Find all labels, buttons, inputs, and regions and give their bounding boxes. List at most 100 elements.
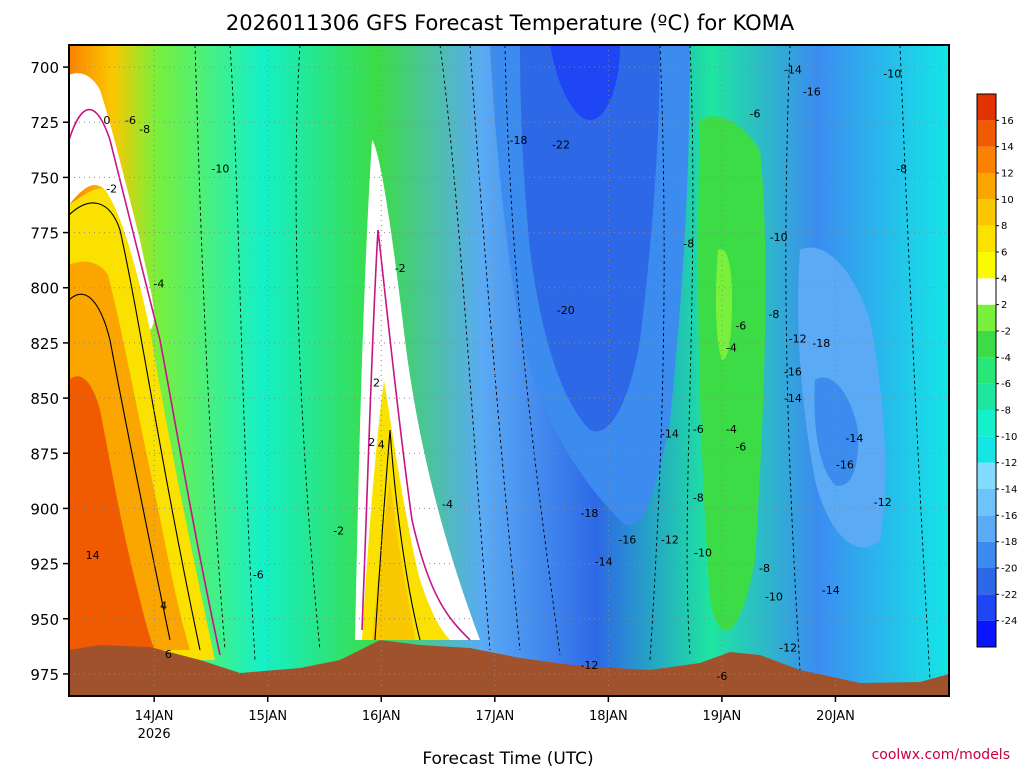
contour-label: -4 [726,341,737,354]
contour-label-text: -6 [735,319,746,332]
contour-label: -14 [784,63,802,76]
colorbar-cell [977,199,996,226]
y-tick-label: 900 [30,500,59,518]
colorbar-cell [977,620,996,647]
contour-label-text: -10 [211,163,229,176]
contour-label-text: -10 [765,591,783,604]
y-tick-label: 925 [30,556,59,574]
colorbar-cell [977,489,996,516]
contour-line [194,45,226,651]
contour-label: -10 [694,547,712,560]
terrain [69,640,949,696]
contour-line [374,429,421,641]
contour-line [439,45,491,651]
colorbar-cell [977,94,996,121]
contour-line [69,202,201,651]
contour-label-text: -10 [883,68,901,81]
contour-label-text: 2 [368,436,375,449]
contour-label-text: -18 [509,134,527,147]
contour-label-text: -6 [125,114,136,127]
y-axis: 700 725 750 775 800 825 850 875 900 925 950 975 [30,59,69,684]
contour-label: -2 [395,262,406,275]
contour-line [295,45,321,651]
contour-label-text: -12 [661,533,679,546]
contour-label-text: -20 [557,304,575,317]
freezing-line-center [361,229,471,641]
colorbar-label: -6 [1001,379,1011,390]
warm-region-deep-orange [69,376,155,650]
contour-label-text: -12 [580,659,598,672]
contour-label: -10 [770,231,788,244]
contour-label: 2 [368,436,375,449]
contour-label-text: -14 [784,63,802,76]
contour-label: -12 [779,641,797,654]
colorbar-label: 12 [1001,169,1014,180]
colorbar-label: -12 [1001,458,1017,469]
contour-label-text: -16 [784,366,802,379]
contour-label: -4 [153,277,164,290]
y-tick-label: 850 [30,390,59,408]
colorbar-cell [977,594,996,621]
contour-label-text: 0 [103,114,110,127]
contour-label: -10 [211,163,229,176]
x-tick-label: 18JAN [589,709,628,724]
plot-frame [68,44,950,697]
contour-label: -18 [509,134,527,147]
colorbar-cell [977,278,996,305]
contour-label: -14 [595,555,613,568]
contour-line [899,45,931,681]
colorbar-cell [977,410,996,437]
colorbar-frame [976,93,997,648]
x-axis-label: Forecast Time (UTC) [422,749,593,768]
contour-line [686,45,694,656]
contour-label: -8 [139,123,150,136]
y-tick-label: 950 [30,611,59,629]
contour-label: -12 [874,496,892,509]
contour-label: -6 [735,319,746,332]
contour-label: -8 [896,163,907,176]
contour-label: -16 [803,85,821,98]
y-tick-label: 825 [30,335,59,353]
contour-label: -6 [693,423,704,436]
cold-pocket-east-inner [814,377,859,486]
colorbar-label: 10 [1001,195,1014,206]
colorbar-label: 14 [1001,142,1014,153]
contour-label: -14 [822,584,840,597]
contour-label: -6 [735,441,746,454]
contour-label-text: -8 [683,238,694,251]
contour-label: 2 [373,377,380,390]
contour-label: -6 [253,569,264,582]
contour-label-text: -8 [896,163,907,176]
contour-label: -16 [784,366,802,379]
x-tick-label: 15JAN [248,709,287,724]
contour-label-text: -8 [693,491,704,504]
contour-label-text: -6 [693,423,704,436]
colorbar-label: -20 [1001,564,1017,575]
contour-label-text: -2 [395,262,406,275]
colorbar-label: -16 [1001,511,1017,522]
contour-label-text: -10 [770,231,788,244]
contour-label-text: -6 [253,569,264,582]
contour-label-text: 6 [165,648,172,661]
colorbar-label: 8 [1001,221,1007,232]
contour-label-text: -12 [779,641,797,654]
contour-label: -12 [580,659,598,672]
contour-label: -14 [845,432,863,445]
colorbar-cell [977,515,996,542]
contour-label-text: -14 [784,392,802,405]
horizontal-gridlines [69,66,949,675]
contour-label-text: -16 [836,458,854,471]
warm-plume-19jan-core [715,249,732,360]
x-tick-label: 16JAN [362,709,401,724]
credit-text[interactable]: coolwx.com/models [872,747,1010,763]
contour-label: -14 [784,392,802,405]
y-tick-label: 700 [30,59,59,77]
chart-title: 2026011306 GFS Forecast Temperature (ºC)… [226,11,795,35]
contour-label: -8 [768,308,779,321]
colorbar-cell [977,462,996,489]
contour-line [649,45,665,661]
x-tick-sublabel: 2026 [138,727,171,742]
contour-label: -12 [661,533,679,546]
